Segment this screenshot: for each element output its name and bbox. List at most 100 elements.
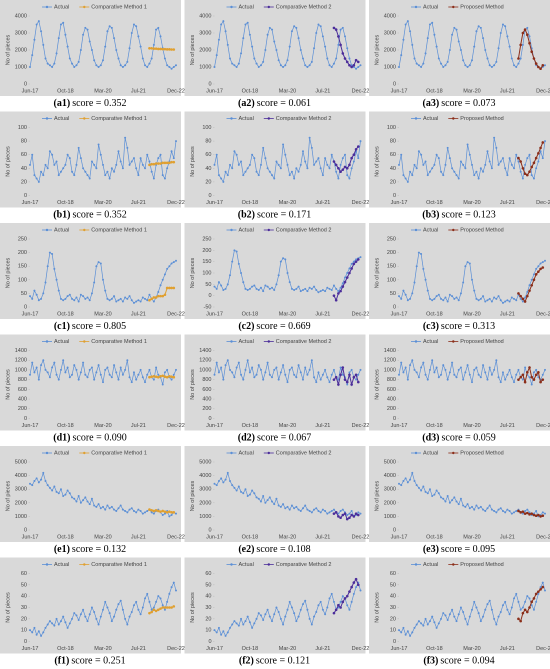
- data-point: [495, 60, 498, 63]
- data-point: [304, 64, 307, 67]
- data-point: [163, 371, 166, 374]
- data-point: [337, 290, 340, 293]
- data-point: [357, 66, 360, 68]
- data-point: [257, 497, 260, 500]
- data-point: [268, 26, 271, 29]
- data-point: [488, 160, 491, 163]
- data-point: [523, 28, 527, 31]
- x-tick-label: Oct-18: [57, 88, 74, 94]
- data-point: [242, 281, 245, 284]
- data-point: [471, 163, 473, 166]
- y-tick-label: 1000: [199, 514, 211, 520]
- legend-marker: [83, 451, 86, 455]
- y-tick-label: 150: [202, 259, 211, 265]
- data-point: [48, 150, 51, 153]
- data-point: [222, 289, 225, 291]
- data-point: [459, 497, 462, 500]
- x-tick-label: Oct-18: [57, 200, 74, 206]
- data-point: [499, 32, 502, 34]
- data-point: [453, 26, 456, 29]
- data-point: [464, 617, 467, 620]
- data-point: [170, 375, 173, 379]
- x-tick-label: Jul-21: [315, 200, 330, 206]
- data-point: [330, 373, 333, 376]
- data-point: [235, 250, 238, 253]
- data-point: [282, 364, 285, 367]
- data-point: [495, 623, 498, 626]
- data-point: [144, 381, 147, 384]
- data-point: [402, 174, 405, 177]
- data-point: [534, 592, 538, 596]
- data-point: [53, 624, 56, 627]
- data-point: [343, 165, 347, 169]
- x-tick-label: Oct-18: [57, 311, 74, 317]
- data-point: [506, 373, 509, 376]
- data-point: [490, 508, 493, 511]
- data-point: [135, 511, 138, 514]
- data-point: [521, 510, 525, 513]
- data-point: [226, 174, 229, 177]
- data-point: [404, 23, 407, 26]
- data-point: [504, 511, 507, 514]
- data-point: [426, 492, 429, 495]
- data-point: [121, 66, 124, 68]
- y-tick-label: 1000: [384, 64, 396, 70]
- y-tick-label: 1000: [199, 64, 211, 70]
- data-point: [126, 359, 129, 362]
- data-point: [64, 33, 67, 36]
- data-point: [341, 513, 345, 517]
- data-point: [170, 606, 173, 609]
- data-point: [163, 510, 167, 513]
- y-tick-label: 0: [393, 527, 396, 533]
- x-tick-label: Jul-21: [131, 534, 146, 540]
- data-point: [102, 505, 104, 508]
- data-point: [284, 64, 287, 67]
- data-point: [532, 278, 536, 282]
- data-point: [224, 478, 227, 481]
- y-tick-label: 1000: [15, 514, 27, 520]
- data-point: [435, 366, 438, 369]
- data-point: [42, 471, 45, 474]
- data-point: [113, 170, 116, 173]
- data-point: [517, 62, 520, 65]
- data-point: [343, 57, 347, 60]
- data-point: [544, 259, 546, 262]
- caption-text: score = 0.313: [441, 321, 495, 332]
- data-point: [259, 64, 262, 67]
- y-tick-label: 40: [205, 166, 211, 172]
- y-tick-label: 0: [24, 527, 27, 533]
- legend-label: Comparative Method 1: [91, 562, 147, 568]
- y-tick-label: 200: [202, 406, 211, 412]
- data-point: [119, 504, 122, 507]
- data-point: [409, 634, 412, 637]
- data-point: [442, 497, 445, 500]
- data-point: [244, 23, 247, 26]
- data-point: [55, 52, 58, 55]
- x-tick-label: Mar-20: [279, 534, 296, 540]
- data-point: [486, 507, 489, 510]
- data-point: [355, 378, 358, 381]
- data-point: [477, 507, 480, 510]
- data-point: [279, 64, 282, 67]
- x-tick-label: Oct-18: [426, 88, 443, 94]
- y-tick-label: 1400: [384, 348, 396, 354]
- data-point: [398, 163, 400, 166]
- x-tick-label: Jul-21: [131, 311, 146, 317]
- data-point: [479, 505, 482, 508]
- data-point: [251, 153, 254, 156]
- data-point: [244, 287, 247, 290]
- data-point: [488, 504, 491, 507]
- data-point: [248, 493, 251, 496]
- data-point: [215, 631, 218, 634]
- data-point: [448, 501, 451, 504]
- data-point: [471, 608, 473, 611]
- data-point: [84, 170, 87, 173]
- data-point: [172, 605, 176, 608]
- data-point: [266, 33, 269, 36]
- data-point: [350, 167, 353, 170]
- data-point: [165, 511, 169, 514]
- data-point: [119, 599, 122, 602]
- data-point: [301, 507, 304, 510]
- y-tick-label: 0: [208, 193, 211, 199]
- data-point: [352, 262, 356, 266]
